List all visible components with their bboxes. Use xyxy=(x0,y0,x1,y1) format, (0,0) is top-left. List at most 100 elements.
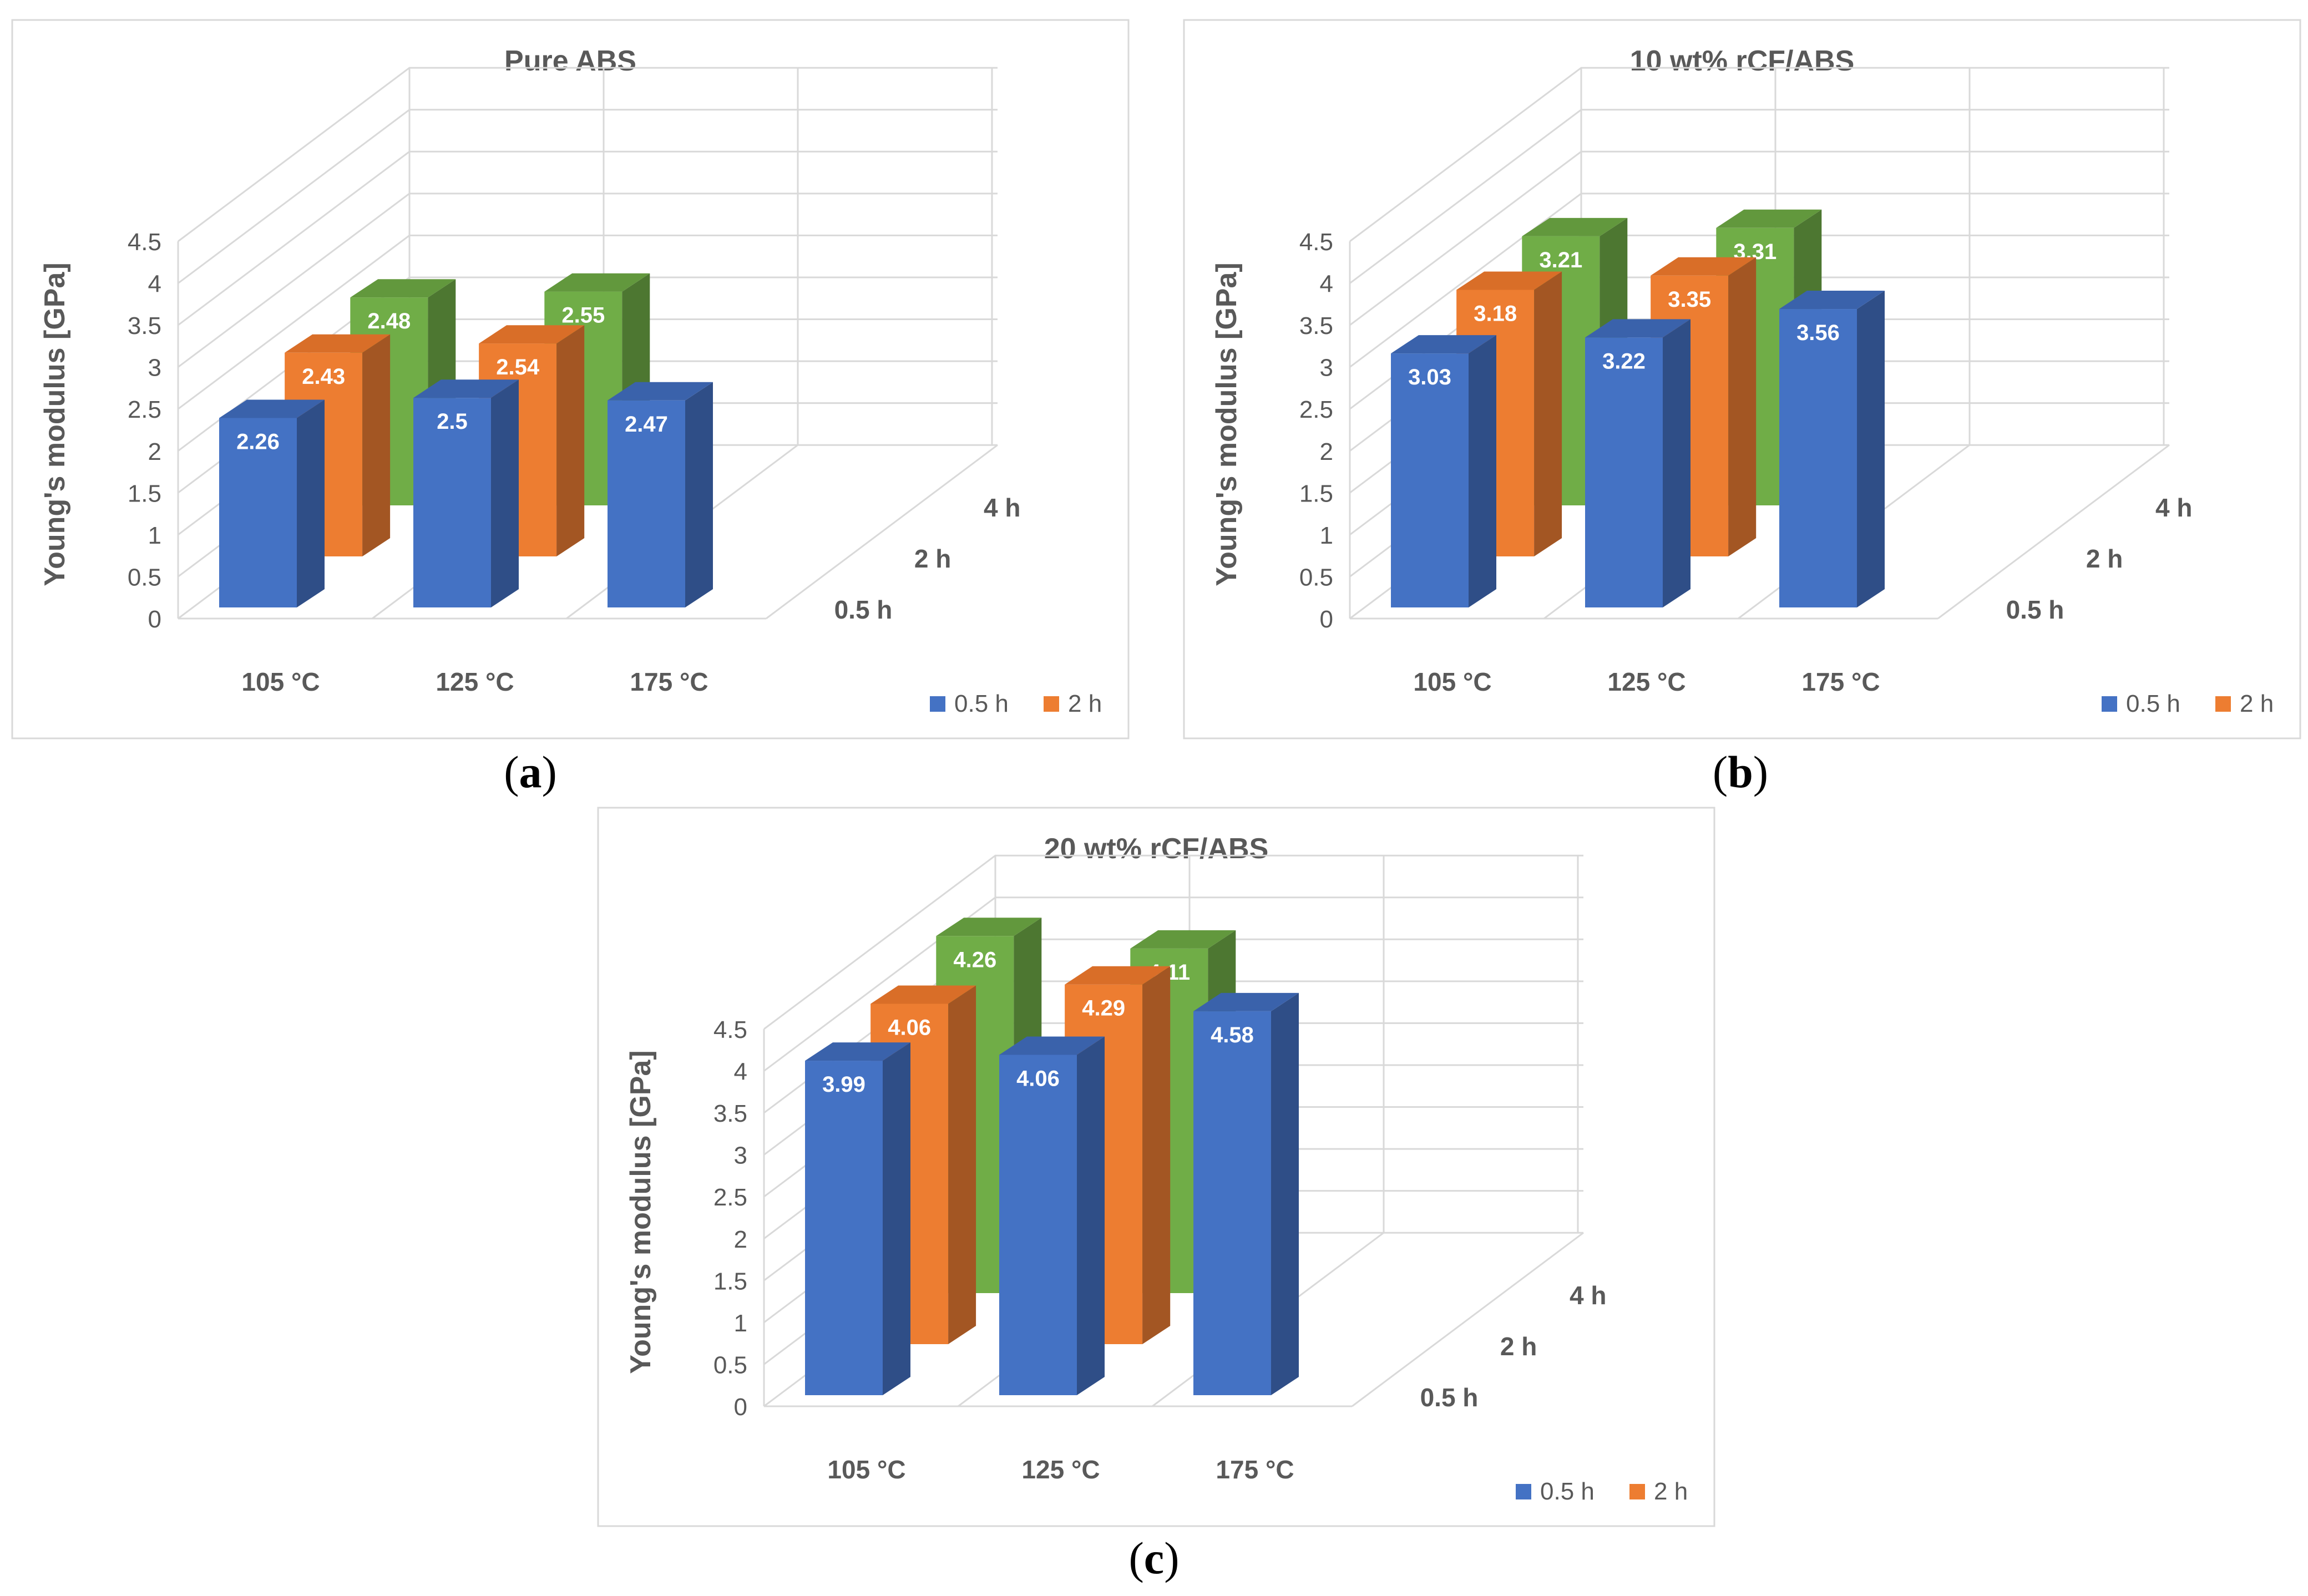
floor-right xyxy=(766,444,998,620)
y-tick-label: 4.5 xyxy=(1299,229,1333,256)
bar-05h-0: 3.99 xyxy=(805,1042,910,1395)
legend-swatch-orange xyxy=(1044,696,1059,712)
y-tick-label: 3 xyxy=(1320,354,1333,382)
x-category-label: 125 °C xyxy=(436,667,514,696)
data-label: 4.29 xyxy=(1082,996,1125,1021)
bar-side xyxy=(491,379,519,607)
bar-front xyxy=(999,1055,1077,1395)
legend-swatch-orange xyxy=(2215,696,2231,712)
y-tick-label: 4 xyxy=(148,271,161,298)
bar-top xyxy=(285,334,391,353)
depth-axis-label: 2 h xyxy=(1500,1332,1537,1361)
bar-side xyxy=(1663,319,1690,607)
data-label: 3.21 xyxy=(1539,248,1582,272)
data-label: 3.03 xyxy=(1408,365,1451,389)
chart-1-group: 10 wt% rCF/ABS 0 0.5 1 1.5 2 2.5 3 3.5 4 4.5 105 °C… xyxy=(1183,19,2301,739)
y-tick-label: 3 xyxy=(148,354,161,382)
x-category-label: 175 °C xyxy=(1801,667,1880,696)
bar-side xyxy=(883,1042,910,1395)
bar-top xyxy=(805,1042,910,1061)
chart-10wt-rcf-abs: 10 wt% rCF/ABS 0 0.5 1 1.5 2 2.5 3 3.5 4 4.5 105 °C… xyxy=(1183,19,2301,739)
bar-05h-2: 2.47 xyxy=(608,382,713,607)
depth-axis-label: 4 h xyxy=(1570,1281,1606,1310)
depth-axis-label: 0.5 h xyxy=(834,595,893,624)
depth-axis-label: 0.5 h xyxy=(2006,595,2064,624)
bar-top xyxy=(544,273,650,292)
y-tick-label: 1.5 xyxy=(1299,480,1333,507)
data-label: 4.26 xyxy=(953,948,996,972)
bar-top xyxy=(936,918,1042,936)
x-category-label: 175 °C xyxy=(630,667,708,696)
bar-side xyxy=(297,399,325,607)
y-tick-label: 1 xyxy=(148,522,161,549)
legend-swatch-blue xyxy=(1516,1484,1531,1499)
chart-title: 20 wt% rCF/ABS xyxy=(1044,833,1269,865)
x-category-label: 125 °C xyxy=(1021,1455,1100,1484)
y-axis-title: Young's modulus [GPa] xyxy=(1211,262,1243,586)
bar-top xyxy=(1585,319,1690,338)
bar-05h-1: 4.06 xyxy=(999,1036,1105,1395)
bar-top xyxy=(1716,209,1822,228)
bar-top xyxy=(1456,271,1562,290)
legend: 0.5 h 2 h xyxy=(1516,1478,1688,1505)
bar-front xyxy=(1585,337,1663,607)
chart-pure-abs: Pure ABS 0 0.5 1 1.5 2 2.5 3 3.5 4 4.5 105 °C 125 °C… xyxy=(11,19,1130,739)
data-label: 3.56 xyxy=(1796,321,1840,345)
depth-axis-label: 4 h xyxy=(984,493,1020,522)
data-label: 2.54 xyxy=(496,355,540,379)
data-label: 3.99 xyxy=(822,1072,866,1097)
data-label: 4.06 xyxy=(888,1015,931,1040)
y-axis-title: Young's modulus [GPa] xyxy=(39,262,71,586)
bar-front xyxy=(219,418,297,607)
x-category-label: 105 °C xyxy=(827,1455,905,1484)
bar-front xyxy=(608,400,685,607)
legend-swatch-blue xyxy=(2102,696,2117,712)
x-category-label: 105 °C xyxy=(241,667,320,696)
y-tick-label: 4 xyxy=(734,1058,747,1086)
y-tick-label: 0.5 xyxy=(128,564,161,591)
legend-label: 2 h xyxy=(2240,690,2274,717)
depth-axis-label: 2 h xyxy=(2086,544,2123,573)
data-label: 4.58 xyxy=(1211,1023,1254,1047)
legend-label: 0.5 h xyxy=(1540,1478,1595,1505)
bar-front xyxy=(805,1061,883,1395)
y-tick-label: 2 xyxy=(1320,438,1333,465)
x-category-label: 175 °C xyxy=(1216,1455,1294,1484)
legend: 0.5 h 2 h xyxy=(930,690,1102,717)
bar-side xyxy=(1142,966,1171,1344)
legend-label: 0.5 h xyxy=(954,690,1009,717)
x-category-label: 125 °C xyxy=(1607,667,1686,696)
bar-side xyxy=(948,985,976,1344)
bar-05h-1: 2.5 xyxy=(413,379,519,607)
bar-side xyxy=(1857,291,1885,607)
data-label: 2.5 xyxy=(437,409,468,434)
bar-top xyxy=(1522,217,1628,236)
chart-title: 10 wt% rCF/ABS xyxy=(1630,45,1855,77)
y-tick-label: 0.5 xyxy=(1299,564,1333,591)
y-tick-label: 1.5 xyxy=(713,1268,747,1295)
y-tick-label: 4.5 xyxy=(128,229,161,256)
bar-side xyxy=(1469,335,1496,607)
bar-top xyxy=(413,379,519,398)
data-label: 3.18 xyxy=(1474,301,1517,326)
chart-20wt-rcf-abs: 20 wt% rCF/ABS 0 0.5 1 1.5 2 2.5 3 3.5 4 4.5 105 °C… xyxy=(597,807,1715,1527)
floor-right xyxy=(1352,1232,1584,1407)
depth-axis-label: 2 h xyxy=(914,544,951,573)
bar-side xyxy=(1534,271,1562,556)
data-label: 2.26 xyxy=(236,429,280,454)
bar-top xyxy=(1130,930,1236,949)
y-tick-label: 2 xyxy=(148,438,161,465)
data-label: 3.22 xyxy=(1602,349,1646,373)
chart-0-group: Pure ABS 0 0.5 1 1.5 2 2.5 3 3.5 4 4.5 105 °C 125 °C… xyxy=(11,19,1130,739)
bar-front xyxy=(1779,309,1857,607)
legend-label: 2 h xyxy=(1654,1478,1688,1505)
bar-top xyxy=(479,325,585,344)
data-label: 4.06 xyxy=(1016,1066,1060,1091)
bar-top xyxy=(1779,291,1885,309)
y-tick-label: 0 xyxy=(1320,606,1333,633)
depth-axis-label: 0.5 h xyxy=(1420,1383,1479,1412)
y-axis-title: Young's modulus [GPa] xyxy=(625,1050,657,1374)
bar-side xyxy=(1271,992,1299,1395)
y-tick-label: 1 xyxy=(1320,522,1333,549)
bar-05h-1: 3.22 xyxy=(1585,319,1690,607)
